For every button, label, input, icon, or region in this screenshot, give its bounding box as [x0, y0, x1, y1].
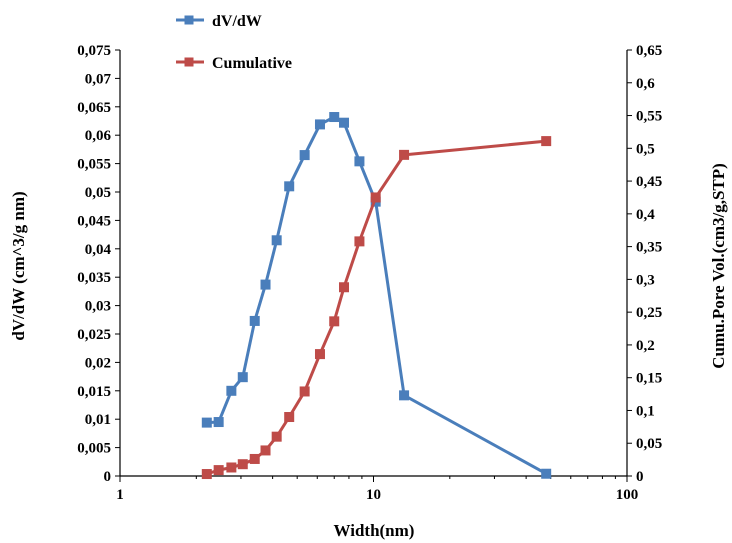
- left-tick-label: 0,05: [85, 185, 111, 201]
- data-point-cumulative: [249, 453, 260, 464]
- left-tick-label: 0,075: [77, 43, 111, 59]
- left-tick-label: 0: [104, 469, 112, 485]
- left-tick-label: 0,07: [85, 71, 112, 87]
- right-tick-label: 0,35: [636, 240, 662, 256]
- left-axis-ticks: 0 0,005 0,01 0,015 0,02 0,025 0,03 0,035 0,04 0,0…: [77, 43, 120, 485]
- right-tick-label: 0,5: [636, 141, 655, 157]
- data-point-dv-dw: [314, 119, 325, 130]
- data-point-dv-dw: [249, 315, 260, 326]
- data-point-cumulative: [213, 465, 224, 476]
- data-point-cumulative: [354, 236, 365, 247]
- series-layer: [201, 112, 552, 480]
- data-point-dv-dw: [284, 181, 295, 192]
- left-tick-label: 0,065: [77, 100, 111, 116]
- y-axis-title: dV/dW (cm^3/g nm): [9, 191, 28, 340]
- left-tick-label: 0,01: [85, 412, 111, 428]
- data-point-dv-dw: [213, 417, 224, 428]
- data-point-cumulative: [370, 192, 381, 203]
- data-point-dv-dw: [260, 279, 271, 290]
- legend-label-dvdw: dV/dW: [212, 13, 262, 30]
- data-point-cumulative: [314, 349, 325, 360]
- right-tick-label: 0,2: [636, 338, 655, 354]
- right-tick-label: 0,4: [636, 207, 655, 223]
- data-point-cumulative: [260, 445, 271, 456]
- left-tick-label: 0,005: [77, 441, 111, 457]
- x-axis-ticks: 1 10 100: [116, 476, 638, 503]
- legend-label-cumulative: Cumulative: [212, 55, 292, 72]
- series-cumulative: [201, 136, 552, 480]
- left-tick-label: 0,015: [77, 384, 111, 400]
- right-tick-label: 0: [636, 469, 644, 485]
- data-point-cumulative: [329, 316, 340, 327]
- data-point-dv-dw: [399, 390, 410, 401]
- data-point-dv-dw: [299, 150, 310, 161]
- x-tick-label: 1: [116, 487, 124, 503]
- legend-marker-cumulative: [184, 57, 194, 67]
- data-point-cumulative: [226, 462, 237, 473]
- left-tick-label: 0,025: [77, 327, 111, 343]
- right-axis-ticks: 0 0,05 0,1 0,15 0,2 0,25 0,3 0,35 0,4 0,45 0,5 0,55…: [627, 43, 662, 485]
- x-axis-title: Width(nm): [334, 521, 415, 540]
- right-tick-label: 0,45: [636, 174, 662, 190]
- data-point-cumulative: [201, 469, 212, 480]
- data-point-dv-dw: [329, 112, 340, 123]
- data-point-cumulative: [271, 431, 282, 442]
- data-point-dv-dw: [271, 235, 282, 246]
- left-tick-label: 0,035: [77, 270, 111, 286]
- right-tick-label: 0,1: [636, 403, 655, 419]
- data-point-dv-dw: [201, 417, 212, 428]
- left-tick-label: 0,06: [85, 128, 112, 144]
- right-tick-label: 0,6: [636, 76, 655, 92]
- left-tick-label: 0,055: [77, 157, 111, 173]
- right-tick-label: 0,55: [636, 109, 662, 125]
- y2-axis-title: Cumu.Pore Vol.(cm3/g,STP): [709, 163, 728, 369]
- x-tick-label: 10: [366, 487, 381, 503]
- legend-item-cumulative: Cumulative: [176, 55, 292, 72]
- series-dv-dw: [201, 112, 552, 479]
- right-tick-label: 0,25: [636, 305, 662, 321]
- data-point-cumulative: [284, 412, 295, 423]
- right-tick-label: 0,15: [636, 371, 662, 387]
- left-tick-label: 0,04: [85, 242, 112, 258]
- legend: dV/dW Cumulative: [176, 13, 292, 72]
- data-point-cumulative: [299, 386, 310, 397]
- right-tick-label: 0,05: [636, 436, 662, 452]
- data-point-cumulative: [237, 459, 248, 470]
- data-point-dv-dw: [541, 468, 552, 479]
- data-point-dv-dw: [226, 385, 237, 396]
- left-tick-label: 0,045: [77, 213, 111, 229]
- legend-item-dvdw: dV/dW: [176, 13, 262, 30]
- data-point-cumulative: [541, 136, 552, 147]
- data-point-dv-dw: [354, 156, 365, 167]
- data-point-dv-dw: [339, 117, 350, 128]
- series-line-cumulative: [206, 139, 547, 476]
- legend-marker-dvdw: [184, 15, 194, 25]
- plot-frame: [119, 50, 628, 477]
- left-tick-label: 0,02: [85, 355, 111, 371]
- data-point-cumulative: [399, 149, 410, 160]
- data-point-dv-dw: [237, 372, 248, 383]
- data-point-cumulative: [339, 282, 350, 293]
- series-line-dv-dw: [206, 115, 547, 476]
- x-tick-label: 100: [616, 487, 639, 503]
- right-tick-label: 0,3: [636, 272, 655, 288]
- left-tick-label: 0,03: [85, 299, 111, 315]
- right-tick-label: 0,65: [636, 43, 662, 59]
